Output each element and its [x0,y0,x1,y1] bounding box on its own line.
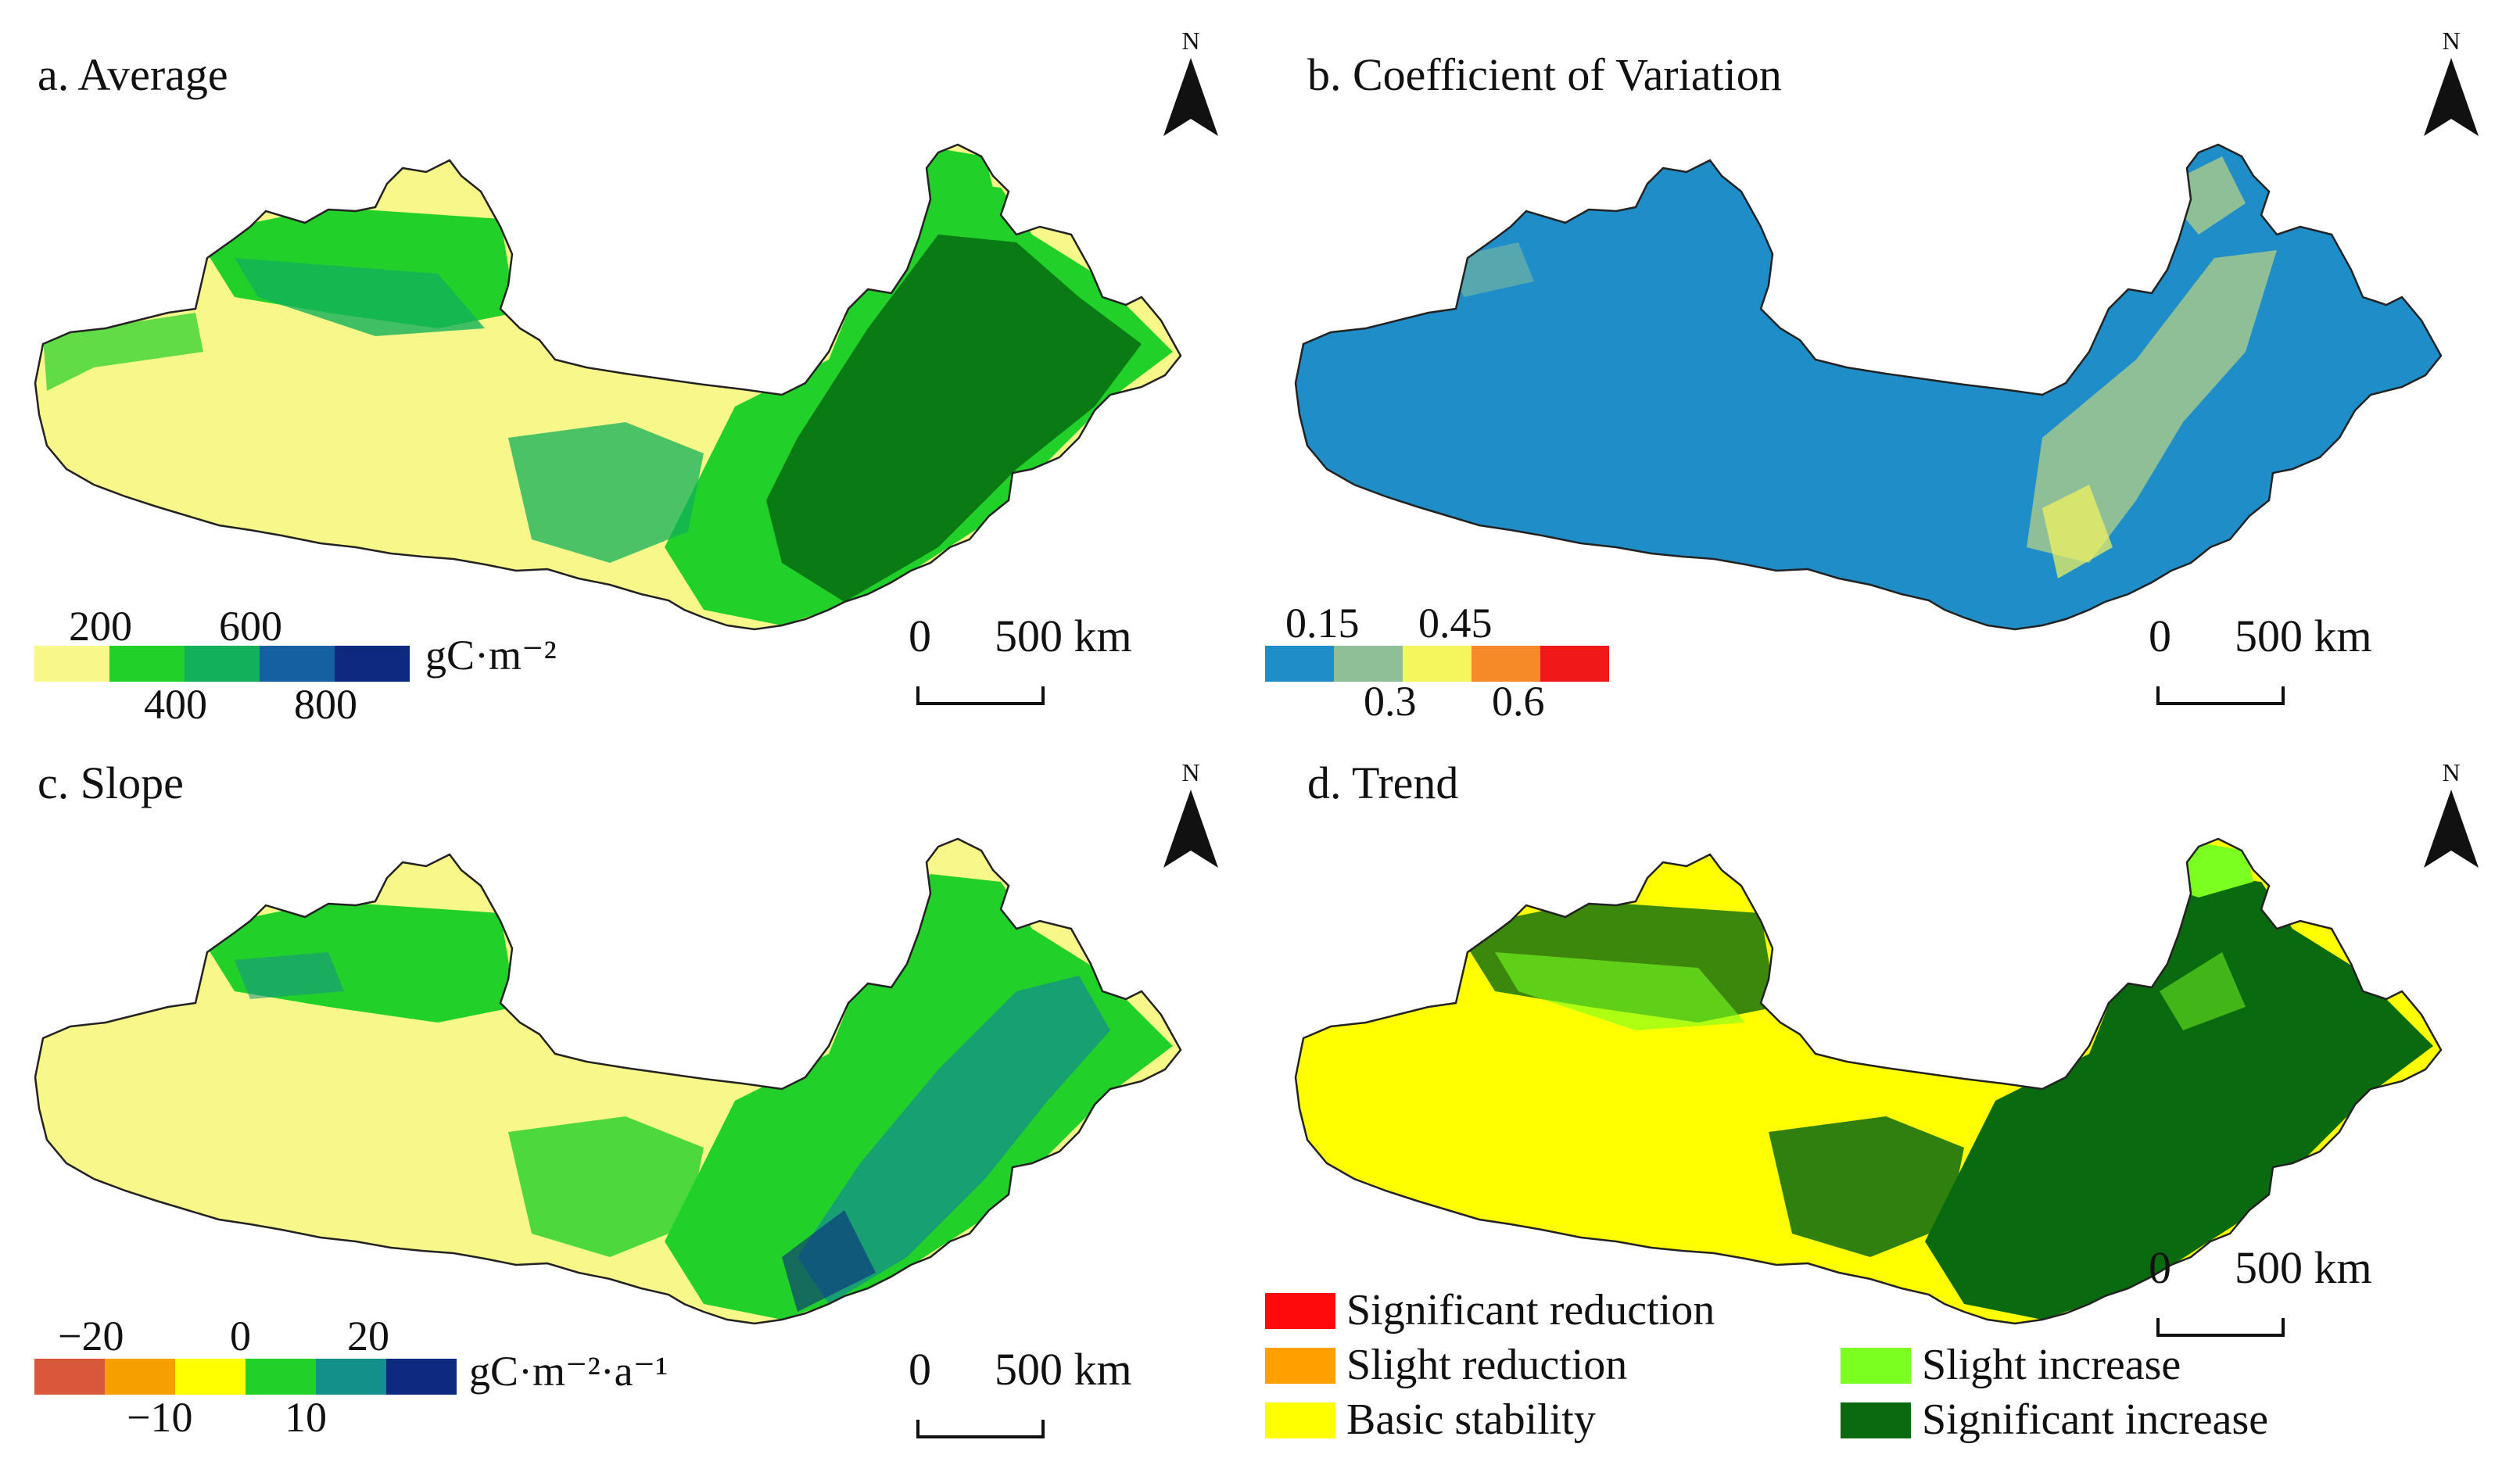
north-letter: N [2442,758,2461,786]
panel-title: c. Slope [38,758,184,808]
legend-swatch [335,646,410,682]
legend-label-minus-20: −20 [58,1313,124,1359]
legend-swatch [185,646,260,682]
legend-swatch [34,1359,105,1395]
legend-swatch [260,646,335,682]
scale-line [916,686,1045,705]
legend-slope: −20 0 20 gC·m⁻²·a⁻¹ −10 10 [34,1312,738,1445]
legend-swatch [1540,646,1609,682]
scale-zero: 0 [2149,611,2171,661]
legend-swatch [1265,1348,1335,1384]
legend-swatch [1471,646,1540,682]
legend-swatch [175,1359,246,1395]
panel-title: b. Coefficient of Variation [1307,49,1782,100]
legend-label-200: 200 [69,603,132,650]
scale-zero: 0 [909,611,931,661]
north-arrow-icon [2424,58,2479,136]
legend-label-0: 0 [230,1313,251,1359]
scale-bar: 0 500 km [2149,610,2430,719]
map-coefficient-of-variation [1294,143,2443,631]
scale-zero: 0 [2149,1242,2171,1293]
scale-distance: 500 km [2235,1242,2372,1293]
scale-line [2156,686,2285,705]
legend-label: Significant increase [1922,1395,2269,1444]
panel-average: a. Average N 0 500 km 200 600 [0,0,1260,741]
legend-swatch [1265,1293,1335,1329]
legend-label-minus-10: −10 [127,1394,193,1441]
legend-swatch [1265,646,1334,682]
legend-swatch [386,1359,457,1395]
north-arrow: N [1156,758,1226,876]
scale-distance: 500 km [995,1344,1132,1395]
legend-label-0-15: 0.15 [1285,600,1360,647]
legend-swatch [105,1359,175,1395]
north-letter: N [1181,27,1200,55]
panel-coefficient-of-variation: b. Coefficient of Variation N 0 500 km 0… [1260,0,2520,741]
north-arrow-icon [2424,790,2479,868]
north-letter: N [2442,27,2461,55]
north-arrow-icon [1163,790,1218,868]
map-trend [1294,837,2443,1325]
legend-swatch [246,1359,316,1395]
scale-distance: 500 km [995,611,1132,661]
legend-label-800: 800 [294,681,357,728]
north-letter: N [1181,758,1200,786]
legend-unit: gC·m⁻²·a⁻¹ [469,1348,669,1395]
panel-title: a. Average [38,49,228,100]
map-average [34,143,1182,631]
scale-line [916,1420,1045,1438]
north-arrow: N [1156,27,1226,144]
scale-bar: 0 500 km [2149,1241,2430,1351]
legend-swatch [1841,1402,1911,1438]
legend-label: Basic stability [1346,1395,1596,1444]
legend-swatch [316,1359,386,1395]
legend-swatch [1265,1402,1335,1438]
legend-label-10: 10 [285,1394,327,1441]
legend-average: 200 600 gC·m⁻² 400 800 [34,602,582,728]
legend-label: Slight reduction [1346,1341,1628,1389]
legend-swatch [109,646,185,682]
legend-label-0-45: 0.45 [1418,600,1493,647]
legend-trend: Significant reduction Slight reduction B… [1265,1286,2438,1476]
legend-swatch [1841,1348,1911,1384]
legend-label-400: 400 [144,681,207,728]
legend-swatch [34,646,109,682]
map-slope [34,837,1182,1325]
legend-label-0-6: 0.6 [1492,678,1545,725]
legend-swatch [1334,646,1403,682]
legend-label: Significant reduction [1346,1286,1715,1334]
legend-swatch [1403,646,1471,682]
legend-label-0-3: 0.3 [1364,678,1417,725]
legend-label-600: 600 [219,603,282,650]
panel-title: d. Trend [1307,758,1459,808]
north-arrow: N [2416,27,2486,144]
scale-line [2156,1318,2285,1337]
scale-bar: 0 500 km [909,610,1190,719]
north-arrow-icon [1163,58,1218,136]
north-arrow: N [2416,758,2486,876]
scale-zero: 0 [909,1344,931,1395]
scale-distance: 500 km [2235,611,2372,661]
panel-trend: d. Trend N 0 500 km Signif [1260,741,2520,1482]
legend-unit: gC·m⁻² [425,632,557,679]
scale-bar: 0 500 km [909,1343,1190,1453]
legend-label: Slight increase [1922,1341,2181,1389]
legend-cv: 0.15 0.45 0.3 0.6 [1265,599,1812,725]
legend-label-20: 20 [347,1313,389,1359]
panel-slope: c. Slope N 0 500 km −20 0 20 [0,741,1260,1482]
